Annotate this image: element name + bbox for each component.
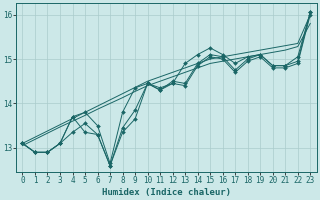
X-axis label: Humidex (Indice chaleur): Humidex (Indice chaleur)	[102, 188, 231, 197]
